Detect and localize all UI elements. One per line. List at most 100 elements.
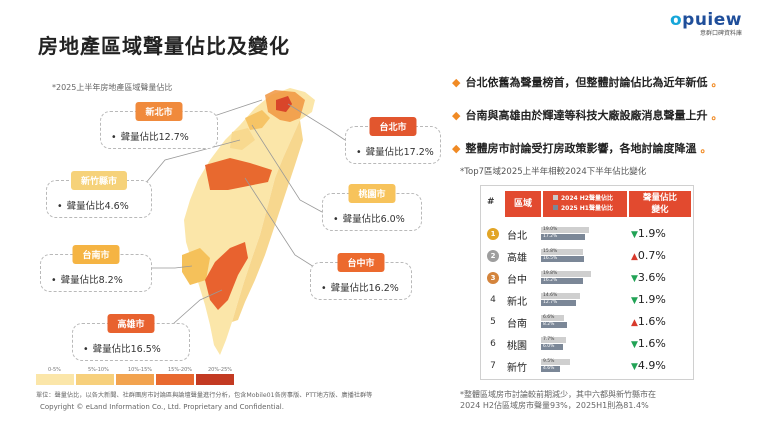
kaohsiung-region <box>205 242 248 310</box>
bar-2025h1: 12.7% <box>541 300 577 306</box>
triangle-down-icon: ▼ <box>631 274 638 284</box>
opview-logo: opuiew 意群口碑資料庫 <box>670 10 742 37</box>
finding-item: ◆ 台北依舊為聲量榜首，但整體討論佔比為近年新低。 <box>452 76 723 89</box>
callout-value: 聲量佔比8.2% <box>51 272 123 286</box>
header-change: 聲量佔比 變化 <box>629 191 691 217</box>
bar-2025h1: 6.0% <box>541 344 563 350</box>
copyright: Copyright © eLand Information Co., Ltd. … <box>40 403 284 411</box>
rank-number: 5 <box>490 317 496 327</box>
table-row: 1 台北 19.0% 17.2% ▼1.9% <box>481 224 693 246</box>
header-rank: # <box>487 197 495 207</box>
taipei-core-region <box>276 96 292 112</box>
callout-kaohsiung: 高雄市 聲量佔比16.5% <box>72 314 190 361</box>
legend-h2-swatch <box>553 195 558 200</box>
callout-taoyuan: 桃園市 聲量佔比6.0% <box>322 184 422 231</box>
change-value: ▲1.6% <box>631 315 666 328</box>
medal-icon: 3 <box>487 272 499 284</box>
bar-2024h2: 7.7% <box>541 337 567 343</box>
bar-2025h1: 16.2% <box>541 278 584 284</box>
callout-value: 聲量佔比4.6% <box>57 198 129 212</box>
triangle-up-icon: ▲ <box>631 318 638 328</box>
callout-value: 聲量佔比16.2% <box>321 280 399 294</box>
diamond-dot-icon: ◆ <box>452 109 461 122</box>
finding-item: ◆ 台南與高雄由於輝達等科技大廠設廠消息聲量上升。 <box>452 109 723 122</box>
callout-city-tag: 高雄市 <box>107 314 155 333</box>
legend-label: 0-5% <box>48 367 61 373</box>
legend-label: 20%-25% <box>208 367 233 373</box>
triangle-up-icon: ▲ <box>631 252 638 262</box>
bar-2025h1: 4.6% <box>541 366 561 372</box>
region-name: 台南 <box>507 319 527 330</box>
callout-taipei: 台北市 聲量佔比17.2% <box>345 117 441 164</box>
legend-h1-swatch <box>553 205 558 210</box>
bar-2024h2: 9.5% <box>541 359 570 365</box>
bar-2024h2: 6.6% <box>541 315 565 321</box>
change-value: ▼1.6% <box>631 337 666 350</box>
rank-number: 4 <box>490 295 496 305</box>
change-value: ▼1.9% <box>631 293 666 306</box>
tainan-region <box>182 248 210 285</box>
callout-city-tag: 台南市 <box>72 245 120 264</box>
table-row: 5 台南 6.6% 8.2% ▲1.6% <box>481 312 693 334</box>
new-taipei-region <box>265 90 305 122</box>
table-footnote: *整體區域房市討論較前期減少，其中六都與新竹縣市在 2024 H2佔區域房市聲量… <box>460 390 656 410</box>
callout-value: 聲量佔比12.7% <box>111 129 189 143</box>
triangle-down-icon: ▼ <box>631 296 638 306</box>
source-note: 單位：聲量佔比，以各大新聞、社群團房市討論區與論壇聲量進行分析，包含Mobile… <box>36 392 373 399</box>
bar-2025h1: 17.2% <box>541 234 586 240</box>
rank-number: 6 <box>490 339 496 349</box>
table-title: *Top7區域2025上半年相較2024下半年佔比變化 <box>460 167 647 177</box>
ranking-table: # 區域 2024 H2聲量佔比 2025 H1聲量佔比 聲量佔比 變化 1 台北… <box>480 185 694 380</box>
region-name: 新北 <box>507 297 527 308</box>
bar-2024h2: 19.8% <box>541 271 591 277</box>
legend-swatch <box>116 374 154 385</box>
hualien-taitung-region <box>232 120 303 322</box>
logo-wordmark: opuiew <box>669 10 742 30</box>
change-value: ▼4.9% <box>631 359 666 372</box>
callout-value: 聲量佔比6.0% <box>333 211 405 225</box>
callout-hsinchu: 新竹縣市 聲量佔比4.6% <box>46 171 152 218</box>
change-value: ▲0.7% <box>631 249 666 262</box>
map-legend-labels: 0-5% 5%-10% 10%-15% 15%-20% 20%-25% <box>36 367 236 373</box>
diamond-dot-icon: ◆ <box>452 76 461 89</box>
table-row: 7 新竹 9.5% 4.6% ▼4.9% <box>481 356 693 378</box>
callout-taichung: 台中市 聲量佔比16.2% <box>310 253 412 300</box>
bar-2025h1: 16.5% <box>541 256 584 262</box>
key-findings: ◆ 台北依舊為聲量榜首，但整體討論佔比為近年新低。 ◆ 台南與高雄由於輝達等科技大廠… <box>452 74 722 173</box>
region-name: 台北 <box>507 231 527 242</box>
region-name: 高雄 <box>507 253 527 264</box>
finding-item: ◆ 整體房市討論受打房政策影響，各地討論度降溫。 <box>452 142 712 155</box>
page-title: 房地產區域聲量佔比及變化 <box>38 34 290 58</box>
legend-label: 10%-15% <box>128 367 153 373</box>
legend-label: 15%-20% <box>168 367 193 373</box>
bar-2024h2: 15.8% <box>541 249 583 255</box>
callout-value: 聲量佔比16.5% <box>83 341 161 355</box>
region-name: 新竹 <box>507 363 527 374</box>
callout-city-tag: 新北市 <box>135 102 183 121</box>
callout-city-tag: 桃園市 <box>348 184 396 203</box>
legend-swatch <box>76 374 114 385</box>
bar-2025h1: 8.2% <box>541 322 568 328</box>
legend-label: 5%-10% <box>88 367 109 373</box>
callout-city-tag: 台北市 <box>369 117 417 136</box>
triangle-down-icon: ▼ <box>631 362 638 372</box>
legend-swatch <box>196 374 234 385</box>
logo-subtitle: 意群口碑資料庫 <box>699 30 742 37</box>
change-value: ▼1.9% <box>631 227 666 240</box>
map-caption: *2025上半年房地產區域聲量佔比 <box>52 83 173 92</box>
legend-swatch <box>36 374 74 385</box>
triangle-down-icon: ▼ <box>631 340 638 350</box>
taichung-region <box>205 158 272 190</box>
taoyuan-region <box>245 110 270 130</box>
callout-city-tag: 新竹縣市 <box>70 171 128 190</box>
bar-2024h2: 19.0% <box>541 227 589 233</box>
medal-icon: 1 <box>487 228 499 240</box>
callout-value: 聲量佔比17.2% <box>356 144 434 158</box>
bar-2024h2: 14.6% <box>541 293 581 299</box>
legend-swatch <box>156 374 194 385</box>
table-row: 2 高雄 15.8% 16.5% ▲0.7% <box>481 246 693 268</box>
change-value: ▼3.6% <box>631 271 666 284</box>
callout-new-taipei: 新北市 聲量佔比12.7% <box>100 102 218 149</box>
region-name: 桃園 <box>507 341 527 352</box>
table-row: 4 新北 14.6% 12.7% ▼1.9% <box>481 290 693 312</box>
